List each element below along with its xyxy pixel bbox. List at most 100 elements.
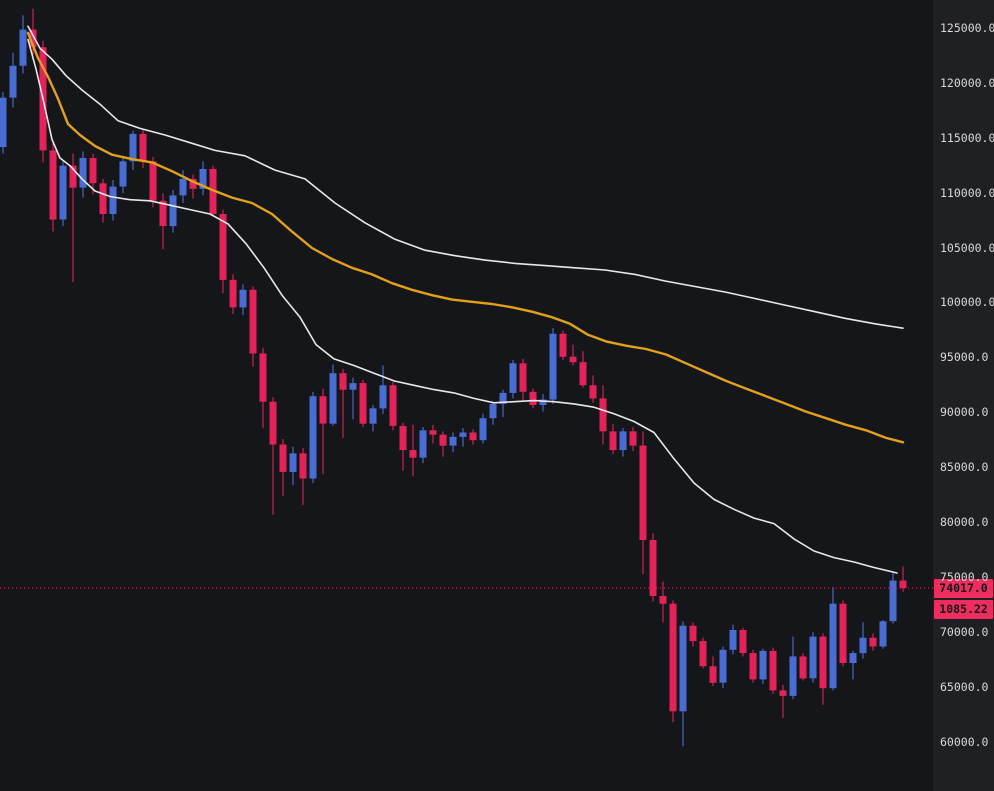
candle-body bbox=[189, 178, 197, 189]
candles-layer bbox=[0, 8, 907, 747]
candle-body bbox=[739, 630, 747, 654]
candle-body bbox=[309, 396, 317, 479]
candle-body bbox=[829, 603, 837, 689]
price-tick-label: 125000.0 bbox=[940, 21, 994, 35]
candle-body bbox=[769, 650, 777, 691]
candle-body bbox=[559, 333, 567, 357]
candle-body bbox=[789, 656, 797, 696]
candle-body bbox=[419, 430, 427, 458]
candle-body bbox=[109, 186, 117, 214]
candle-body bbox=[179, 178, 187, 196]
candle-body bbox=[469, 432, 477, 441]
price-tick-label: 105000.0 bbox=[940, 240, 994, 255]
candle-body bbox=[319, 396, 327, 424]
candle-body bbox=[359, 383, 367, 424]
candle-body bbox=[59, 165, 67, 220]
candle-body bbox=[9, 65, 17, 98]
price-tick-label: 120000.0 bbox=[940, 75, 994, 90]
candle-body bbox=[439, 434, 447, 446]
candle-body bbox=[279, 444, 287, 472]
candle-body bbox=[869, 637, 877, 647]
candle-body bbox=[529, 391, 537, 405]
candle-body bbox=[299, 453, 307, 479]
candle-body bbox=[259, 353, 267, 402]
candle-body bbox=[879, 621, 887, 647]
candle-body bbox=[159, 200, 167, 226]
candle-body bbox=[899, 580, 907, 589]
candle-body bbox=[329, 373, 337, 424]
candle-body bbox=[229, 279, 237, 308]
candle-body bbox=[99, 183, 107, 214]
candle-body bbox=[409, 450, 417, 458]
candle-body bbox=[269, 401, 277, 445]
last-price-secondary-value: 1085.22 bbox=[939, 602, 988, 617]
candle-body bbox=[459, 432, 467, 437]
candle-body bbox=[599, 398, 607, 432]
candle-body bbox=[609, 431, 617, 451]
candle-body bbox=[629, 431, 637, 446]
candle-body bbox=[19, 29, 27, 66]
candle-body bbox=[689, 625, 697, 642]
candle-body bbox=[239, 289, 247, 308]
price-tick-label: 85000.0 bbox=[940, 460, 989, 475]
candle-body bbox=[649, 540, 657, 596]
candle-body bbox=[399, 425, 407, 450]
middle-band-line bbox=[26, 31, 905, 444]
candle-body bbox=[699, 641, 707, 667]
upper-band-line bbox=[27, 25, 904, 330]
candle-body bbox=[849, 653, 857, 663]
price-tick-label: 75000.0 bbox=[940, 569, 989, 584]
price-tick-label: 80000.0 bbox=[940, 515, 989, 529]
last-price-secondary-label: 1085.22 bbox=[934, 599, 993, 619]
candle-body bbox=[719, 649, 727, 683]
candle-body bbox=[49, 150, 57, 220]
candle-body bbox=[369, 408, 377, 424]
candle-body bbox=[619, 431, 627, 451]
candle-body bbox=[249, 289, 257, 354]
candle-body bbox=[29, 29, 37, 48]
candle-body bbox=[119, 161, 127, 187]
price-tick-label: 70000.0 bbox=[940, 624, 989, 639]
candle-body bbox=[479, 418, 487, 441]
price-tick-label: 95000.0 bbox=[940, 350, 989, 365]
candle-body bbox=[569, 356, 577, 363]
candle-body bbox=[89, 158, 97, 184]
last-price-label: 74017.0 bbox=[934, 578, 993, 598]
candle-body bbox=[509, 363, 517, 393]
price-tick-label: 115000.0 bbox=[940, 130, 994, 145]
price-tick-label: 110000.0 bbox=[940, 185, 994, 200]
candle-body bbox=[639, 445, 647, 540]
candle-body bbox=[729, 630, 737, 650]
candle-body bbox=[169, 195, 177, 227]
last-price-value: 74017.0 bbox=[939, 581, 988, 596]
candle-body bbox=[669, 603, 677, 712]
price-tick-label: 90000.0 bbox=[940, 405, 989, 420]
candle-body bbox=[339, 373, 347, 390]
candle-body bbox=[289, 453, 297, 472]
candle-body bbox=[809, 636, 817, 679]
candle-body bbox=[539, 399, 547, 405]
candle-body bbox=[859, 637, 867, 654]
candle-body bbox=[139, 133, 147, 162]
candle-body bbox=[779, 690, 787, 696]
candle-body bbox=[499, 392, 507, 404]
price-axis[interactable]: 74017.0 1085.22 125000.0 120000.0 115000.0… bbox=[933, 0, 994, 791]
candle-body bbox=[0, 97, 7, 148]
candlestick-chart[interactable] bbox=[0, 0, 933, 791]
candle-body bbox=[429, 430, 437, 435]
candle-body bbox=[709, 666, 717, 683]
candle-body bbox=[389, 385, 397, 426]
candle-body bbox=[519, 363, 527, 392]
price-tick-label: 65000.0 bbox=[940, 679, 989, 694]
candle-body bbox=[379, 385, 387, 409]
price-tick-label: 100000.0 bbox=[940, 295, 994, 310]
candle-body bbox=[759, 650, 767, 680]
candle-body bbox=[749, 653, 757, 680]
candle-body bbox=[889, 580, 897, 622]
candle-body bbox=[199, 169, 207, 189]
candle-body bbox=[549, 333, 557, 400]
candle-body bbox=[579, 362, 587, 386]
candle-body bbox=[679, 625, 687, 712]
candle-body bbox=[589, 385, 597, 399]
